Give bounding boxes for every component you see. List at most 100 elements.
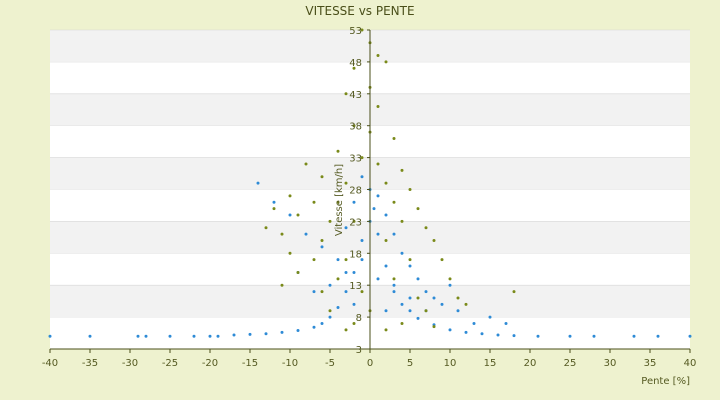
data-point: [352, 219, 356, 223]
x-tick-label: -5: [325, 358, 335, 369]
x-tick-label: -20: [202, 358, 218, 369]
data-point: [320, 245, 324, 249]
data-point: [264, 226, 268, 230]
data-point: [288, 213, 292, 217]
data-point: [400, 302, 404, 306]
data-point: [296, 328, 300, 332]
x-tick-label: -30: [122, 358, 138, 369]
data-point: [416, 296, 420, 300]
data-point: [464, 302, 468, 306]
data-point: [512, 334, 516, 338]
data-point: [344, 270, 348, 274]
series-2: [264, 28, 516, 332]
data-point: [344, 226, 348, 230]
data-point: [448, 277, 452, 281]
data-point: [352, 124, 356, 128]
data-point: [352, 302, 356, 306]
data-point: [352, 200, 356, 204]
y-tick-label: 18: [349, 249, 362, 260]
y-tick-label: 38: [349, 122, 362, 133]
data-point: [456, 296, 460, 300]
x-tick-label: 30: [604, 358, 617, 369]
data-point: [360, 175, 364, 179]
data-point: [688, 334, 692, 338]
data-point: [408, 296, 412, 300]
data-point: [304, 232, 308, 236]
data-point: [408, 188, 412, 191]
data-point: [376, 194, 380, 198]
data-point: [464, 330, 468, 334]
x-tick-label: 35: [644, 358, 657, 369]
data-point: [352, 66, 356, 70]
x-tick-label: 20: [524, 358, 537, 369]
data-point: [208, 334, 212, 338]
data-point: [424, 309, 428, 313]
y-tick-label: 8: [356, 313, 362, 324]
data-point: [488, 315, 492, 319]
data-point: [416, 207, 420, 211]
y-tick-label: 3: [356, 345, 362, 356]
data-point: [384, 239, 388, 243]
y-tick-label: 48: [349, 58, 362, 69]
data-point: [416, 316, 420, 320]
data-point: [416, 277, 420, 281]
data-point: [336, 277, 340, 281]
data-point: [384, 328, 388, 332]
data-point: [360, 290, 364, 294]
data-point: [344, 290, 348, 294]
data-point: [312, 290, 316, 294]
chart-title: VITESSE vs PENTE: [305, 4, 414, 18]
data-point: [320, 175, 324, 179]
x-axis-label: Pente [%]: [641, 376, 690, 387]
data-point: [392, 290, 396, 294]
data-point: [448, 328, 452, 332]
data-point: [288, 251, 292, 255]
data-series: [48, 28, 692, 338]
data-point: [320, 239, 324, 243]
data-point: [360, 28, 364, 32]
y-tick-label: 13: [349, 281, 362, 292]
data-point: [392, 136, 396, 140]
data-point: [424, 290, 428, 294]
data-point: [280, 330, 284, 334]
data-point: [304, 162, 308, 166]
data-point: [280, 232, 284, 236]
data-point: [496, 333, 500, 337]
data-point: [192, 334, 196, 338]
data-point: [336, 258, 340, 262]
data-point: [384, 264, 388, 268]
data-point: [352, 270, 356, 274]
data-point: [232, 333, 236, 337]
data-point: [384, 60, 388, 64]
data-point: [312, 325, 316, 329]
data-point: [408, 258, 412, 262]
x-tick-label: -15: [242, 358, 258, 369]
x-axis-ticks: -40 -35 -30 -25 -20 -15 -10 -5 0 5 10 15 20 25 30 35 40: [42, 349, 697, 369]
data-point: [400, 321, 404, 325]
data-point: [504, 321, 508, 325]
data-point: [384, 213, 388, 217]
data-point: [536, 334, 540, 338]
data-point: [480, 332, 484, 336]
x-tick-label: 40: [684, 358, 697, 369]
data-point: [440, 258, 444, 262]
data-point: [216, 334, 220, 338]
data-point: [400, 168, 404, 172]
x-tick-label: 5: [407, 358, 413, 369]
data-point: [272, 207, 276, 211]
data-point: [372, 207, 376, 211]
data-point: [432, 296, 436, 300]
data-point: [264, 332, 268, 336]
data-point: [512, 290, 516, 294]
data-point: [344, 328, 348, 332]
y-tick-label: 33: [349, 154, 362, 165]
data-point: [568, 334, 572, 338]
data-point: [384, 181, 388, 185]
data-point: [392, 277, 396, 281]
data-point: [296, 213, 300, 217]
data-point: [392, 200, 396, 204]
data-point: [424, 226, 428, 230]
data-point: [384, 309, 388, 313]
data-point: [592, 334, 596, 338]
